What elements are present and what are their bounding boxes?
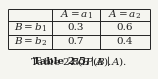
Text: $A = a_1$: $A = a_1$ bbox=[60, 9, 92, 21]
Text: 0.7: 0.7 bbox=[68, 38, 84, 47]
Text: $P(B\mid A)$.: $P(B\mid A)$. bbox=[67, 54, 111, 68]
Text: 0.4: 0.4 bbox=[117, 38, 133, 47]
Text: $B = b_2$: $B = b_2$ bbox=[13, 36, 46, 48]
Text: $B = b_1$: $B = b_1$ bbox=[14, 22, 46, 34]
Text: 0.6: 0.6 bbox=[117, 23, 133, 32]
Text: Table 2.5.: Table 2.5. bbox=[33, 56, 89, 65]
Text: 0.3: 0.3 bbox=[68, 23, 84, 32]
Text: Table 2.5. $P(B\mid A)$.: Table 2.5. $P(B\mid A)$. bbox=[30, 54, 128, 68]
Text: $A = a_2$: $A = a_2$ bbox=[109, 9, 142, 21]
